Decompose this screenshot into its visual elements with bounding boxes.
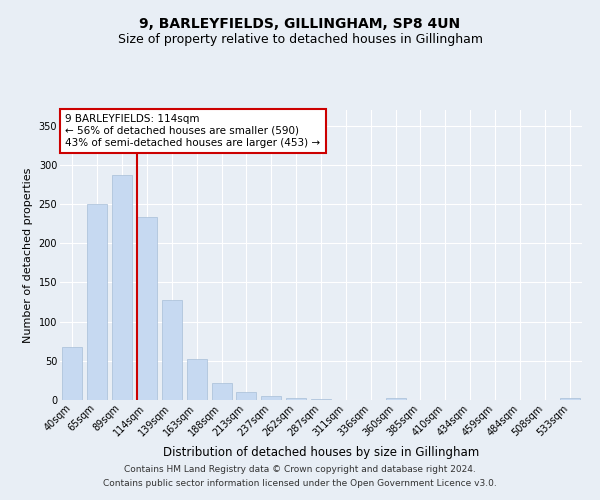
Bar (560, 398, 580, 400)
Text: 9 BARLEYFIELDS: 114sqm
← 56% of detached houses are smaller (590)
43% of semi-de: 9 BARLEYFIELDS: 114sqm ← 56% of detached… (65, 114, 320, 148)
Text: 9, BARLEYFIELDS, GILLINGHAM, SP8 4UN: 9, BARLEYFIELDS, GILLINGHAM, SP8 4UN (139, 18, 461, 32)
Bar (236, 392, 256, 400)
Text: Size of property relative to detached houses in Gillingham: Size of property relative to detached ho… (118, 32, 482, 46)
Bar (88, 204, 107, 400)
X-axis label: Distribution of detached houses by size in Gillingham: Distribution of detached houses by size … (163, 446, 479, 459)
Bar (187, 359, 206, 400)
Bar (137, 216, 157, 400)
Bar (262, 396, 281, 400)
Bar (212, 383, 232, 400)
Bar (112, 175, 132, 400)
Bar (311, 399, 331, 400)
Bar (386, 398, 406, 400)
Y-axis label: Number of detached properties: Number of detached properties (23, 168, 33, 342)
Bar (62, 348, 82, 400)
Bar (286, 398, 306, 400)
Bar (162, 300, 182, 400)
Text: Contains HM Land Registry data © Crown copyright and database right 2024.
Contai: Contains HM Land Registry data © Crown c… (103, 466, 497, 487)
